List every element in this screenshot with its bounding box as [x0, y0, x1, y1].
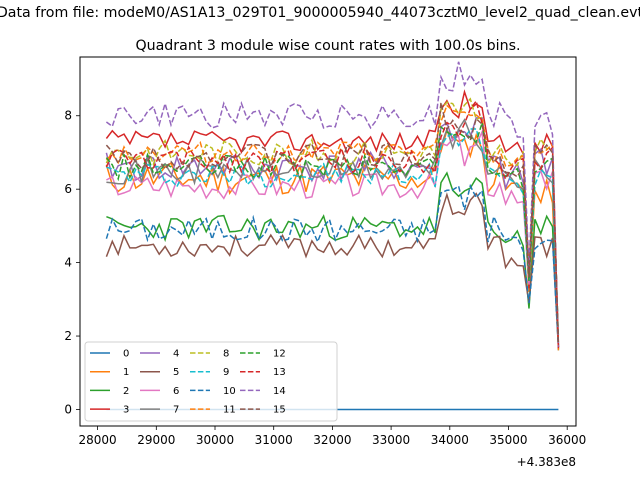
legend-label: 13: [273, 367, 286, 378]
legend-label: 6: [173, 386, 179, 397]
series-5-line: [105, 192, 560, 348]
x-tick-label: 35000: [489, 433, 527, 447]
series-3-line: [105, 89, 560, 348]
x-tick-label: 32000: [313, 433, 351, 447]
legend-box: [84, 341, 338, 422]
series-6-line: [106, 129, 560, 349]
legend-label: 4: [173, 349, 179, 360]
y-tick-label: 6: [64, 182, 72, 196]
y-tick-label: 0: [64, 402, 72, 416]
chart-title: Quadrant 3 module wise count rates with …: [135, 38, 520, 54]
axes-frame: [79, 56, 577, 427]
legend-label: 3: [123, 405, 129, 416]
x-tick-label: 31000: [255, 433, 293, 447]
figure-suptitle: Data from file: modeM0/AS1A13_029T01_900…: [0, 5, 640, 21]
legend-label: 10: [223, 386, 236, 397]
x-tick-label: 33000: [372, 433, 410, 447]
legend-label: 5: [173, 367, 179, 378]
x-offset-label: +4.383e8: [517, 455, 576, 469]
legend-label: 9: [223, 367, 229, 378]
series-15-line: [105, 102, 560, 345]
legend-label: 2: [123, 386, 129, 397]
series-11-line: [105, 104, 560, 351]
series-12-line: [105, 122, 560, 338]
x-tick-label: 34000: [431, 433, 469, 447]
y-axis: 0 2 4 6 8: [64, 109, 80, 416]
legend-label: 11: [223, 405, 236, 416]
legend-label: 8: [223, 349, 229, 360]
legend-label: 1: [123, 367, 129, 378]
x-tick-label: 29000: [137, 433, 175, 447]
series-10-line: [105, 183, 560, 348]
x-tick-label: 36000: [548, 433, 586, 447]
legend-label: 12: [273, 349, 286, 360]
series-14-line: [105, 61, 560, 347]
legend-label: 15: [273, 405, 286, 416]
series-9-line: [106, 128, 560, 351]
y-tick-label: 4: [64, 256, 72, 270]
y-tick-label: 2: [64, 329, 72, 343]
series-2-line: [106, 171, 560, 346]
y-tick-label: 8: [64, 109, 72, 123]
x-tick-label: 30000: [196, 433, 234, 447]
legend-label: 7: [173, 405, 179, 416]
legend-label: 0: [123, 349, 129, 360]
series-layer: [105, 61, 560, 411]
legend-label: 14: [273, 386, 286, 397]
x-axis: 28000 29000 30000 31000 32000 33000 34000 35000…: [79, 426, 586, 447]
x-tick-label: 28000: [79, 433, 117, 447]
